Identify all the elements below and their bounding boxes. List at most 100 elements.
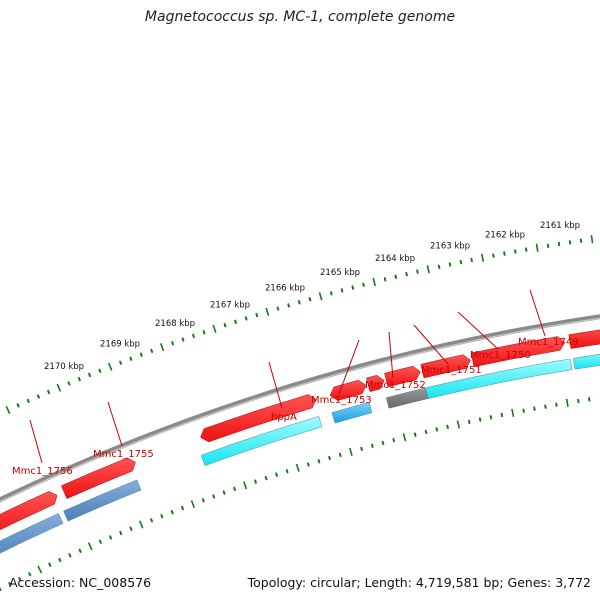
tick-mark bbox=[405, 272, 408, 277]
tick-mark bbox=[328, 455, 331, 461]
tick-mark bbox=[295, 463, 300, 472]
tick-mark bbox=[307, 462, 310, 467]
orf-feature bbox=[200, 416, 323, 466]
tick-mark bbox=[68, 553, 72, 558]
tick-mark bbox=[16, 403, 20, 408]
gene-label: Mmc1_1750 bbox=[470, 350, 531, 361]
tick-mark bbox=[317, 459, 321, 464]
tick-mark bbox=[56, 383, 62, 392]
tick-mark bbox=[285, 469, 289, 474]
tick-mark bbox=[287, 303, 290, 308]
tick-mark bbox=[470, 257, 473, 263]
backbone-ring bbox=[0, 314, 600, 503]
tick-mark bbox=[150, 518, 153, 523]
tick-mark bbox=[26, 398, 30, 403]
tick-mark bbox=[340, 288, 344, 293]
tick-mark bbox=[36, 394, 40, 399]
tick-mark bbox=[590, 234, 594, 244]
orf-feature bbox=[331, 401, 373, 424]
tick-mark bbox=[478, 417, 482, 422]
tick-mark bbox=[435, 427, 439, 432]
cds-feature bbox=[200, 394, 317, 443]
label-connector bbox=[268, 361, 283, 409]
tick-mark bbox=[255, 313, 259, 318]
tick-mark bbox=[119, 530, 123, 536]
label-connector bbox=[529, 289, 546, 337]
label-connector bbox=[457, 311, 499, 350]
tick-mark bbox=[190, 500, 196, 509]
gene-label: Mmc1_1753 bbox=[311, 395, 372, 406]
tick-mark bbox=[139, 352, 143, 357]
tick-mark bbox=[243, 481, 248, 490]
orf-feature bbox=[0, 513, 64, 554]
tick-label: 2163 kbp bbox=[430, 242, 470, 252]
inner-tick-ring bbox=[0, 397, 591, 592]
tick-mark bbox=[5, 405, 11, 414]
tick-mark bbox=[234, 319, 237, 324]
tick-mark bbox=[107, 362, 113, 371]
orf-feature bbox=[63, 479, 142, 522]
gene-label: Mmc1_1755 bbox=[93, 449, 154, 460]
tick-mark bbox=[297, 300, 301, 305]
tick-mark bbox=[372, 277, 376, 287]
cds-feature bbox=[0, 491, 58, 531]
tick-mark bbox=[426, 265, 430, 274]
tick-mark bbox=[500, 412, 504, 418]
tick-mark bbox=[338, 452, 342, 458]
tick-mark bbox=[511, 408, 515, 417]
tick-mark bbox=[413, 432, 417, 437]
tick-mark bbox=[87, 542, 93, 551]
cds-feature bbox=[329, 379, 367, 401]
tick-mark bbox=[150, 348, 154, 353]
tick-mark bbox=[202, 330, 206, 335]
tick-mark bbox=[492, 253, 495, 258]
label-connector bbox=[107, 401, 123, 447]
tick-mark bbox=[171, 341, 174, 346]
tick-mark bbox=[416, 269, 419, 274]
cds-feature bbox=[60, 457, 136, 499]
label-connector bbox=[338, 339, 360, 395]
tick-mark bbox=[159, 343, 165, 352]
tick-mark bbox=[28, 572, 32, 577]
tick-mark bbox=[446, 424, 449, 429]
tick-mark bbox=[37, 565, 43, 574]
tick-mark bbox=[392, 438, 395, 443]
tick-mark bbox=[67, 381, 71, 386]
tick-mark bbox=[254, 479, 257, 484]
tick-mark bbox=[424, 429, 428, 435]
tick-mark bbox=[8, 582, 12, 587]
tick-mark bbox=[437, 264, 441, 269]
tick-mark bbox=[212, 324, 217, 333]
tick-label: 2161 kbp bbox=[540, 221, 580, 231]
tick-mark bbox=[481, 253, 485, 262]
tick-mark bbox=[535, 243, 539, 252]
tick-mark bbox=[308, 297, 312, 302]
tick-mark bbox=[233, 486, 236, 492]
map-title: Magnetococcus sp. MC-1, complete genome bbox=[144, 9, 456, 25]
gene-label: Mmc1_1749 bbox=[518, 337, 579, 348]
label-connector bbox=[388, 331, 394, 379]
tick-mark bbox=[129, 356, 133, 361]
tick-mark bbox=[456, 420, 461, 429]
tick-mark bbox=[98, 539, 102, 544]
tick-mark bbox=[544, 404, 547, 409]
tick-mark bbox=[381, 440, 385, 446]
tick-mark bbox=[222, 490, 226, 495]
tick-mark bbox=[78, 548, 82, 553]
tick-mark bbox=[448, 262, 452, 267]
cds-feature bbox=[568, 329, 600, 349]
cds-feature bbox=[470, 336, 566, 367]
label-connector bbox=[29, 419, 43, 464]
tick-mark bbox=[318, 292, 323, 301]
tick-mark bbox=[468, 419, 471, 425]
tick-mark bbox=[489, 415, 493, 420]
tick-mark bbox=[223, 323, 227, 328]
tick-mark bbox=[275, 472, 278, 477]
accession-label: Accession: NC_008576 bbox=[9, 575, 152, 590]
tick-mark bbox=[276, 306, 280, 311]
tick-mark bbox=[160, 514, 164, 519]
tick-mark bbox=[565, 398, 569, 407]
tick-mark bbox=[170, 510, 174, 515]
tick-mark bbox=[119, 360, 122, 365]
